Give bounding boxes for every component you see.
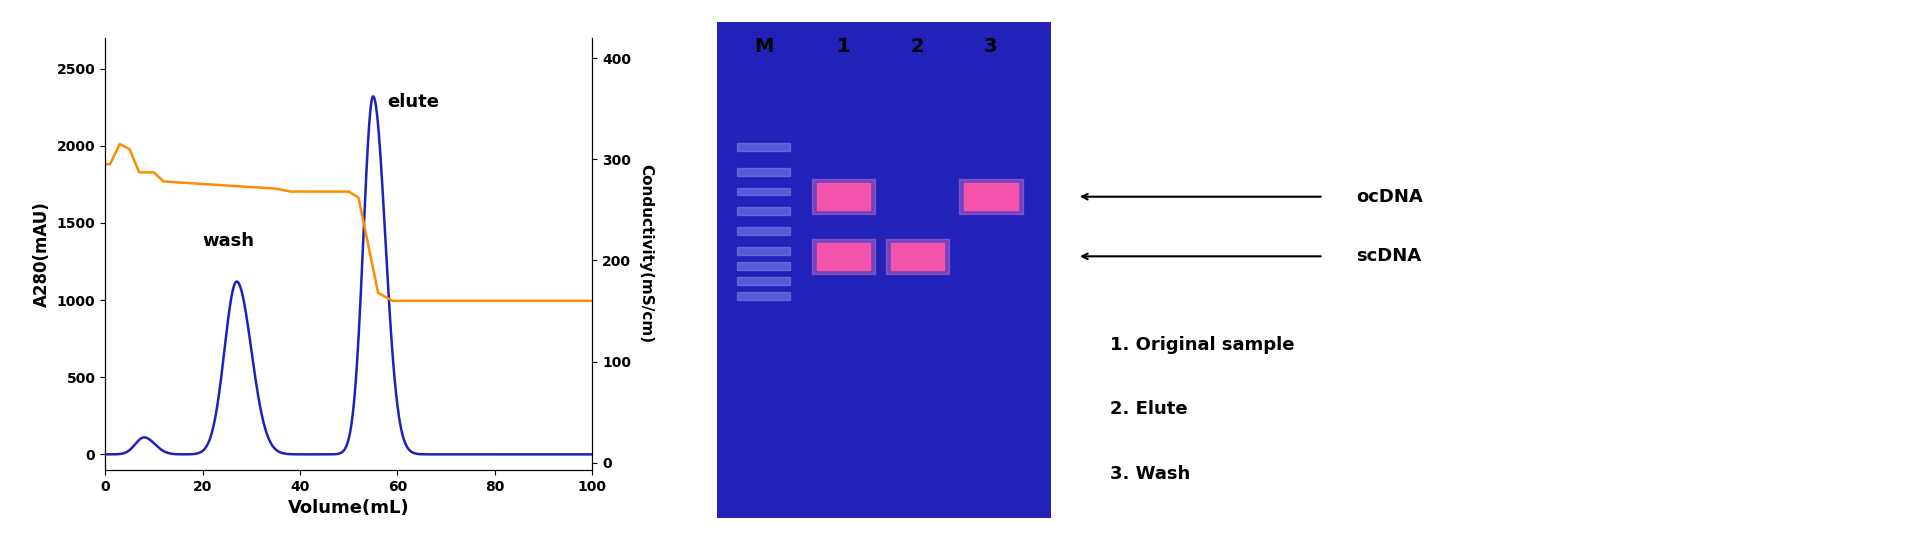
Bar <box>812 239 875 274</box>
Y-axis label: A280(mAU): A280(mAU) <box>32 201 52 307</box>
Text: 2: 2 <box>910 37 925 56</box>
Bar <box>818 242 871 270</box>
Text: elute: elute <box>388 93 440 111</box>
Text: 2. Elute: 2. Elute <box>1110 400 1187 418</box>
Text: wash: wash <box>203 232 254 250</box>
Y-axis label: Conductivity(mS/cm): Conductivity(mS/cm) <box>638 164 654 343</box>
Bar <box>738 292 791 300</box>
Text: 3. Wash: 3. Wash <box>1110 465 1191 483</box>
X-axis label: Volume(mL): Volume(mL) <box>289 499 409 517</box>
Bar <box>959 179 1022 214</box>
Bar <box>738 207 791 215</box>
Bar <box>738 167 791 176</box>
Text: scDNA: scDNA <box>1357 247 1422 265</box>
Text: 1. Original sample: 1. Original sample <box>1110 335 1294 354</box>
Text: M: M <box>753 37 774 56</box>
Bar <box>818 183 871 211</box>
Bar <box>738 143 791 151</box>
Bar <box>885 239 950 274</box>
Bar <box>738 227 791 235</box>
Text: 1: 1 <box>837 37 850 56</box>
Bar <box>965 183 1019 211</box>
Text: ocDNA: ocDNA <box>1357 188 1424 206</box>
Bar <box>891 242 944 270</box>
Bar <box>738 247 791 255</box>
Bar <box>738 187 791 195</box>
Bar <box>738 262 791 270</box>
Bar <box>812 179 875 214</box>
Bar <box>738 277 791 285</box>
Text: 3: 3 <box>984 37 998 56</box>
